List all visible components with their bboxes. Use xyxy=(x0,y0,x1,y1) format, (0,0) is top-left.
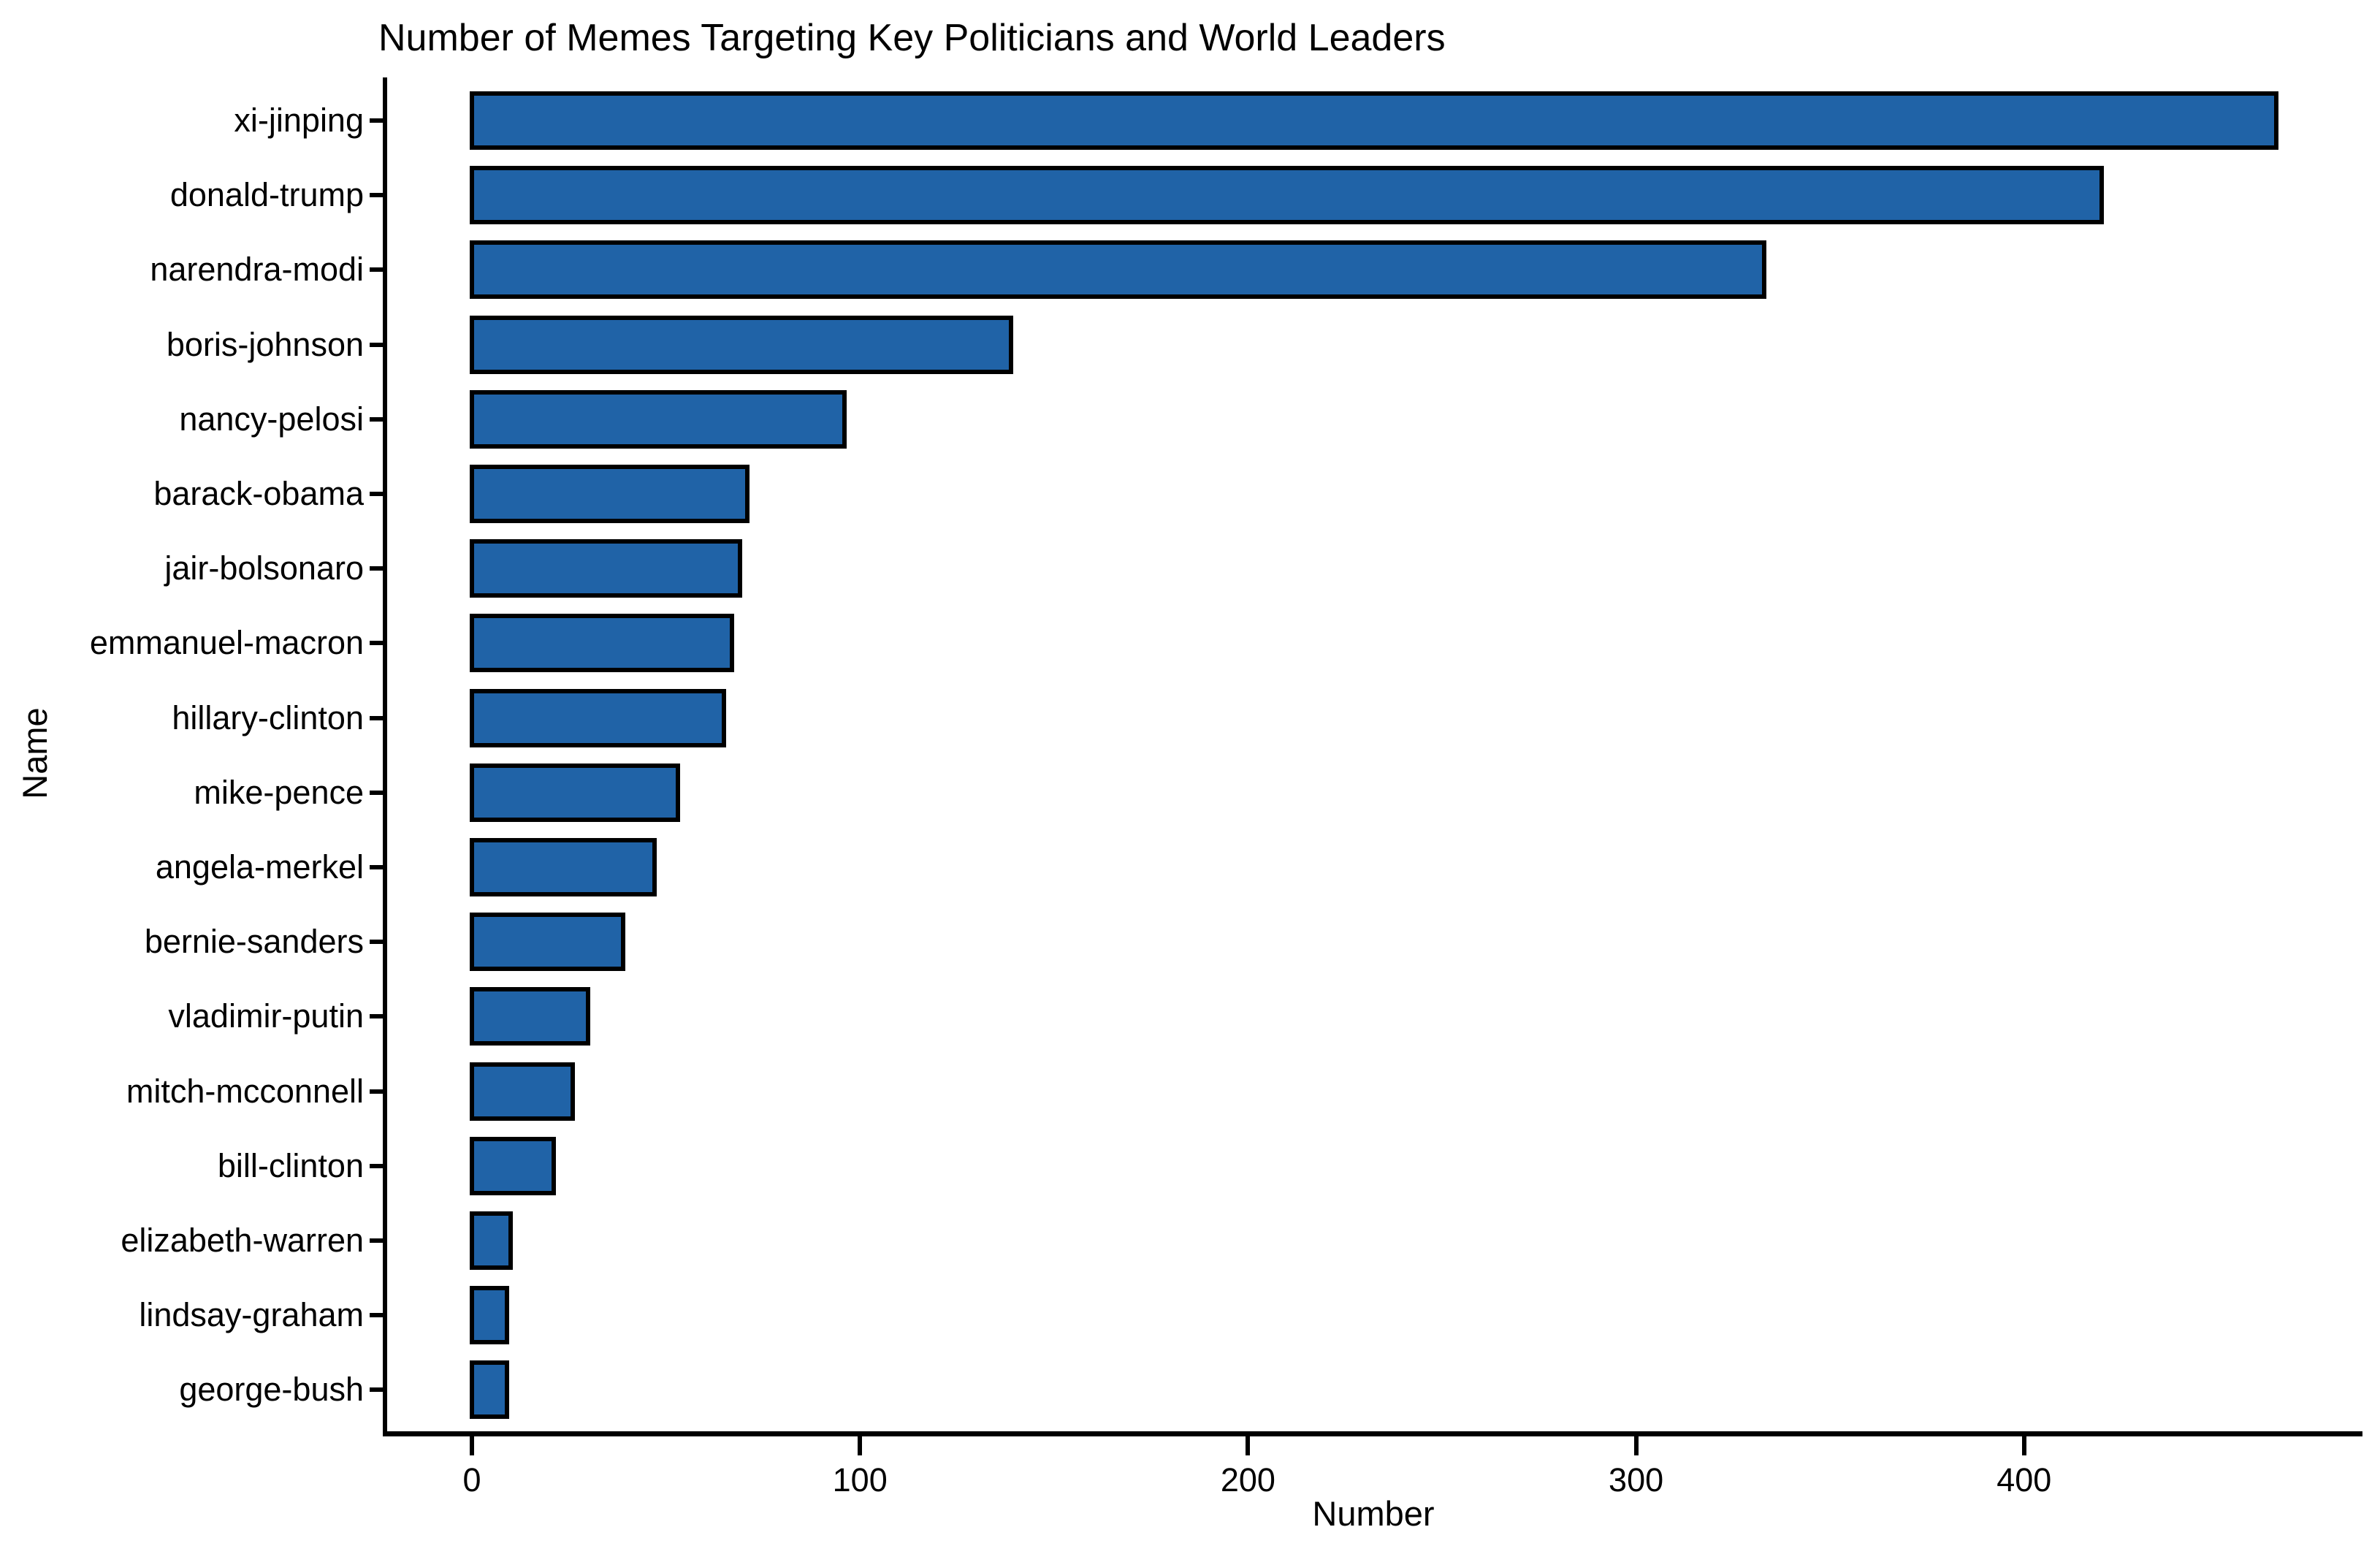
bar-xi-jinping xyxy=(470,91,2278,150)
category-label-angela-merkel: angela-merkel xyxy=(155,848,364,886)
bar-jair-bolsonaro xyxy=(470,539,742,598)
y-tick xyxy=(370,715,383,720)
x-axis-line xyxy=(383,1431,2362,1436)
category-label-xi-jinping: xi-jinping xyxy=(234,102,364,139)
y-tick xyxy=(370,492,383,496)
bar-angela-merkel xyxy=(470,838,657,896)
x-axis-title: Number xyxy=(1312,1494,1435,1533)
y-tick xyxy=(370,1313,383,1318)
x-tick xyxy=(470,1436,474,1455)
category-label-barack-obama: barack-obama xyxy=(153,475,364,512)
y-tick xyxy=(370,1387,383,1393)
y-tick xyxy=(370,790,383,795)
bar-narendra-modi xyxy=(470,240,1766,300)
bar-elizabeth-warren xyxy=(470,1211,513,1270)
category-label-elizabeth-warren: elizabeth-warren xyxy=(121,1222,364,1259)
y-tick xyxy=(370,1163,383,1168)
y-axis-line xyxy=(383,77,387,1436)
y-tick xyxy=(370,342,383,347)
x-tick xyxy=(1246,1436,1251,1455)
category-label-lindsay-graham: lindsay-graham xyxy=(139,1296,364,1334)
category-label-bernie-sanders: bernie-sanders xyxy=(144,923,364,961)
category-label-hillary-clinton: hillary-clinton xyxy=(172,698,364,736)
category-label-vladimir-putin: vladimir-putin xyxy=(168,997,364,1035)
category-label-jair-bolsonaro: jair-bolsonaro xyxy=(164,549,364,587)
bar-george-bush xyxy=(470,1360,509,1420)
bar-hillary-clinton xyxy=(470,688,726,747)
bar-bernie-sanders xyxy=(470,913,625,972)
bar-donald-trump xyxy=(470,166,2104,225)
x-tick-label-200: 200 xyxy=(1220,1461,1275,1499)
chart-title: Number of Memes Targeting Key Politician… xyxy=(378,17,1446,59)
x-tick-label-0: 0 xyxy=(462,1461,481,1499)
y-tick xyxy=(370,1238,383,1243)
y-tick xyxy=(370,1089,383,1094)
bar-barack-obama xyxy=(470,465,750,523)
category-label-boris-johnson: boris-johnson xyxy=(166,325,364,363)
category-label-bill-clinton: bill-clinton xyxy=(217,1146,364,1184)
bar-mike-pence xyxy=(470,763,680,822)
y-tick xyxy=(370,267,383,273)
y-tick xyxy=(370,641,383,646)
category-label-emmanuel-macron: emmanuel-macron xyxy=(89,624,364,662)
bar-nancy-pelosi xyxy=(470,389,847,449)
bar-bill-clinton xyxy=(470,1136,556,1195)
category-label-mitch-mcconnell: mitch-mcconnell xyxy=(126,1072,364,1110)
x-tick xyxy=(858,1436,863,1455)
x-tick-label-100: 100 xyxy=(832,1461,888,1499)
bar-emmanuel-macron xyxy=(470,614,734,673)
category-label-nancy-pelosi: nancy-pelosi xyxy=(179,400,364,438)
x-tick xyxy=(2021,1436,2026,1455)
category-label-narendra-modi: narendra-modi xyxy=(150,251,364,289)
x-tick xyxy=(1633,1436,1639,1455)
y-tick xyxy=(370,865,383,869)
x-tick-label-300: 300 xyxy=(1609,1461,1664,1499)
y-tick xyxy=(370,940,383,945)
y-tick xyxy=(370,1014,383,1019)
bar-mitch-mcconnell xyxy=(470,1062,575,1121)
y-axis-title: Name xyxy=(15,707,54,799)
category-label-donald-trump: donald-trump xyxy=(169,176,364,214)
x-tick-label-400: 400 xyxy=(1996,1461,2052,1499)
category-label-mike-pence: mike-pence xyxy=(194,773,364,811)
bar-boris-johnson xyxy=(470,315,1013,374)
y-tick xyxy=(370,193,383,198)
y-tick xyxy=(370,566,383,571)
y-tick xyxy=(370,416,383,422)
category-label-george-bush: george-bush xyxy=(179,1371,364,1409)
y-tick xyxy=(370,118,383,123)
bar-lindsay-graham xyxy=(470,1286,509,1345)
bar-vladimir-putin xyxy=(470,987,590,1046)
